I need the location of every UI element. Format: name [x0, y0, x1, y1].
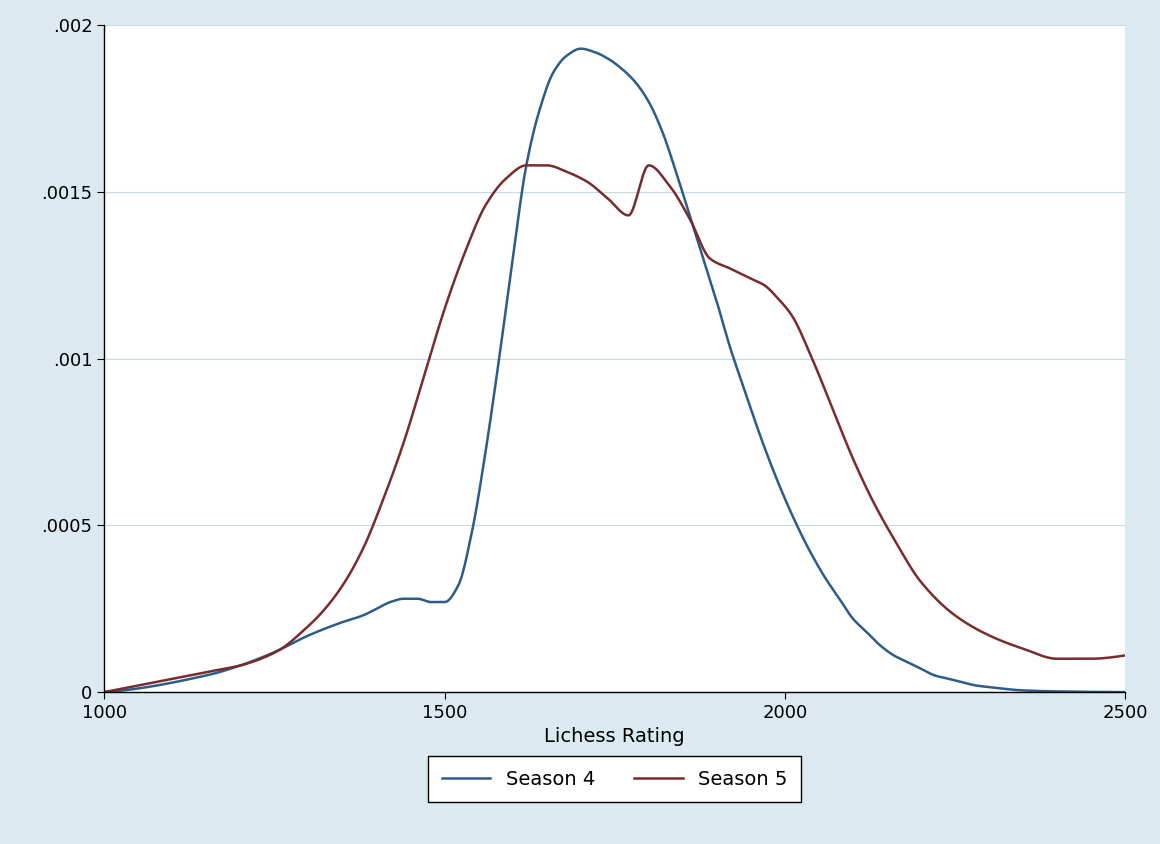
Season 4	[1088, 687, 1102, 697]
Season 5	[97, 687, 111, 697]
Season 4	[97, 687, 111, 697]
Line: Season 5: Season 5	[104, 165, 1125, 692]
Season 5	[901, 559, 915, 569]
Season 5	[1089, 653, 1103, 663]
Season 5	[150, 677, 164, 687]
Season 4	[594, 50, 608, 60]
Season 4	[1089, 687, 1103, 697]
Line: Season 4: Season 4	[104, 49, 1125, 692]
Season 5	[1088, 653, 1102, 663]
Season 5	[520, 160, 534, 170]
Season 5	[1118, 651, 1132, 661]
Season 4	[150, 680, 164, 690]
Season 5	[594, 188, 608, 198]
X-axis label: Lichess Rating: Lichess Rating	[544, 728, 686, 746]
Season 4	[901, 657, 915, 668]
Legend: Season 4, Season 5: Season 4, Season 5	[428, 756, 802, 803]
Season 5	[567, 170, 581, 180]
Season 4	[1118, 687, 1132, 697]
Season 4	[567, 46, 581, 56]
Season 4	[574, 44, 588, 54]
